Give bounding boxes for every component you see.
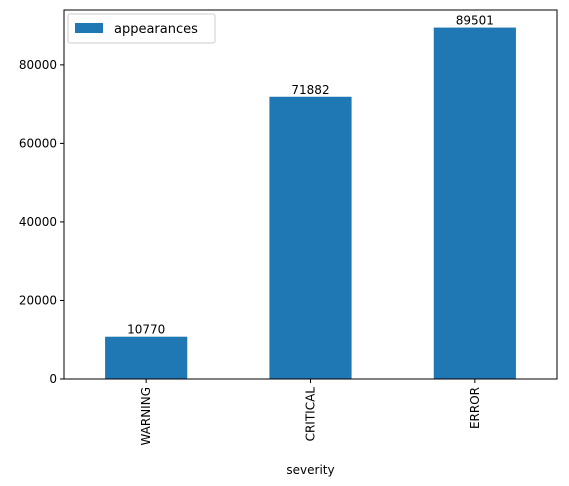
plot-frame xyxy=(63,9,558,380)
y-tick-label: 40000 xyxy=(19,215,57,229)
bars xyxy=(105,27,516,380)
data-label: 10770 xyxy=(127,323,165,337)
bar-error xyxy=(433,27,516,380)
y-tick-label: 60000 xyxy=(19,136,57,150)
x-tick-label: WARNING xyxy=(139,387,153,446)
y-axis-ticks: 0 20000 40000 60000 80000 xyxy=(19,58,64,386)
bar-critical xyxy=(269,96,352,379)
legend-frame xyxy=(67,13,216,44)
x-axis-label: severity xyxy=(286,463,334,477)
legend-label: appearances xyxy=(114,22,198,37)
data-labels: 10770 71882 89501 xyxy=(127,14,494,337)
data-label: 71882 xyxy=(291,83,329,97)
y-tick-label: 0 xyxy=(49,372,57,386)
legend: appearances xyxy=(67,13,216,44)
y-tick-label: 80000 xyxy=(19,58,57,72)
y-tick-label: 20000 xyxy=(19,293,57,307)
x-axis-ticks: WARNING CRITICAL ERROR xyxy=(139,379,482,446)
x-tick-label: ERROR xyxy=(468,387,482,429)
bar-warning xyxy=(105,336,188,379)
legend-swatch xyxy=(75,23,103,33)
data-label: 89501 xyxy=(456,14,494,28)
x-tick-label: CRITICAL xyxy=(304,387,318,442)
